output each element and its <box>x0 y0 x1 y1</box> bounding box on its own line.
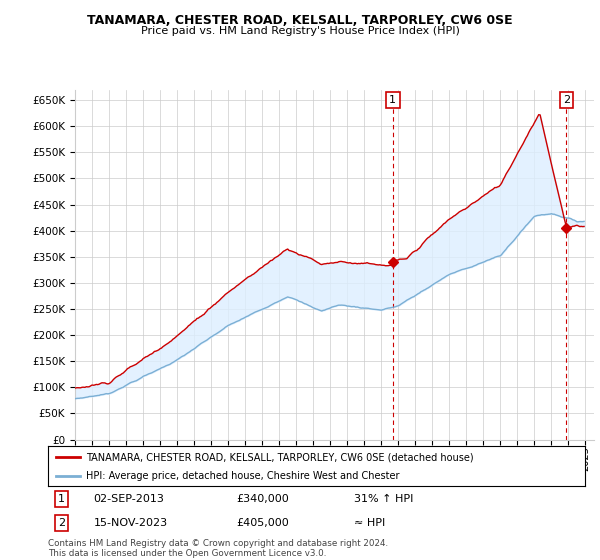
Text: 1: 1 <box>58 494 65 504</box>
Text: 2: 2 <box>563 95 570 105</box>
Text: £405,000: £405,000 <box>236 519 289 528</box>
Text: £340,000: £340,000 <box>236 494 289 504</box>
Text: HPI: Average price, detached house, Cheshire West and Chester: HPI: Average price, detached house, Ches… <box>86 470 399 480</box>
Text: Contains HM Land Registry data © Crown copyright and database right 2024.
This d: Contains HM Land Registry data © Crown c… <box>48 539 388 558</box>
Text: TANAMARA, CHESTER ROAD, KELSALL, TARPORLEY, CW6 0SE: TANAMARA, CHESTER ROAD, KELSALL, TARPORL… <box>87 14 513 27</box>
Text: TANAMARA, CHESTER ROAD, KELSALL, TARPORLEY, CW6 0SE (detached house): TANAMARA, CHESTER ROAD, KELSALL, TARPORL… <box>86 452 473 462</box>
Text: 31% ↑ HPI: 31% ↑ HPI <box>354 494 413 504</box>
Text: Price paid vs. HM Land Registry's House Price Index (HPI): Price paid vs. HM Land Registry's House … <box>140 26 460 36</box>
Text: 02-SEP-2013: 02-SEP-2013 <box>94 494 164 504</box>
Text: 15-NOV-2023: 15-NOV-2023 <box>94 519 168 528</box>
Text: 2: 2 <box>58 519 65 528</box>
Text: 1: 1 <box>389 95 396 105</box>
Text: ≈ HPI: ≈ HPI <box>354 519 385 528</box>
